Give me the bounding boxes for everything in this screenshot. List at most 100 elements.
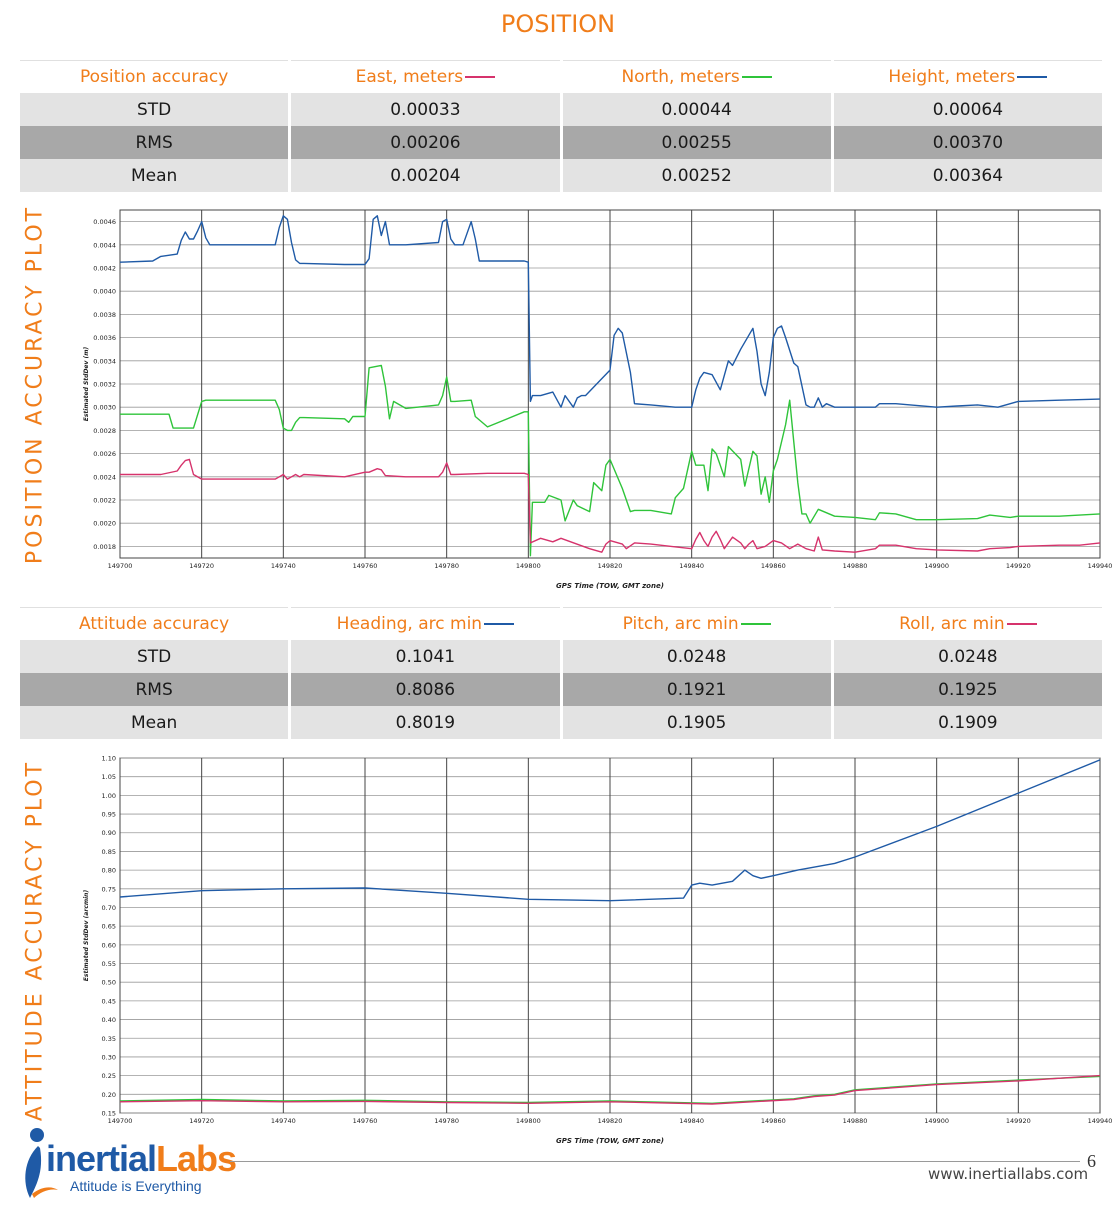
x-tick-label: 149760 xyxy=(353,562,378,570)
y-tick-label: 0.0032 xyxy=(93,381,116,389)
table-cell: 0.00206 xyxy=(291,126,560,159)
roll-legend-swatch xyxy=(1006,623,1037,625)
y-tick-label: 0.85 xyxy=(102,848,116,856)
table-row: RMS 0.8086 0.1921 0.1925 xyxy=(20,673,1102,706)
header-cell: Pitch, arc min xyxy=(562,607,831,640)
y-tick-label: 0.0036 xyxy=(93,334,116,342)
row-label: RMS xyxy=(20,126,289,159)
table-cell: 0.0248 xyxy=(833,640,1102,673)
y-tick-label: 0.0022 xyxy=(93,497,116,505)
header-cell: Heading, arc min xyxy=(291,607,560,640)
attitude-accuracy-table: Attitude accuracy Heading, arc min Pitch… xyxy=(17,607,1105,739)
logo-swoosh-icon xyxy=(25,1146,58,1198)
y-tick-label: 0.0024 xyxy=(93,473,116,481)
table-cell: 0.00255 xyxy=(562,126,831,159)
east-series-line xyxy=(120,458,1101,553)
x-tick-label: 149700 xyxy=(108,562,133,570)
row-label: Mean xyxy=(20,159,289,192)
table-row: STD 0.1041 0.0248 0.0248 xyxy=(20,640,1102,673)
x-axis-label: GPS Time (TOW, GMT zone) xyxy=(556,582,664,590)
y-tick-label: 0.0044 xyxy=(93,241,116,249)
y-tick-label: 0.40 xyxy=(102,1016,116,1024)
position-plot-label: POSITION ACCURACY PLOT xyxy=(22,204,48,565)
header-cell: North, meters xyxy=(562,60,831,93)
x-tick-label: 149940 xyxy=(1088,1117,1113,1125)
table-cell: 0.00033 xyxy=(291,93,560,126)
table-cell: 0.00370 xyxy=(833,126,1102,159)
x-axis-label: GPS Time (TOW, GMT zone) xyxy=(556,1137,664,1145)
table-row: Mean 0.00204 0.00252 0.00364 xyxy=(20,159,1102,192)
y-tick-label: 0.0042 xyxy=(93,265,116,273)
table-cell: 0.1905 xyxy=(562,706,831,739)
heading-series-line xyxy=(119,759,1101,902)
row-label: STD xyxy=(20,93,289,126)
x-tick-label: 149880 xyxy=(843,1117,868,1125)
x-tick-label: 149880 xyxy=(843,562,868,570)
x-tick-label: 149840 xyxy=(679,1117,704,1125)
y-tick-label: 0.50 xyxy=(102,979,116,987)
row-label: STD xyxy=(20,640,289,673)
x-tick-label: 149720 xyxy=(189,1117,214,1125)
table-cell: 0.1921 xyxy=(562,673,831,706)
x-tick-label: 149800 xyxy=(516,1117,541,1125)
header-cell: Roll, arc min xyxy=(833,607,1102,640)
y-axis-label: Estimated StdDev (arcmin) xyxy=(83,890,90,982)
y-tick-label: 0.0034 xyxy=(93,357,116,365)
y-tick-label: 1.05 xyxy=(102,773,116,781)
page-title: POSITION xyxy=(500,10,616,38)
table-cell: 0.00204 xyxy=(291,159,560,192)
x-tick-label: 149780 xyxy=(434,1117,459,1125)
y-tick-label: 0.75 xyxy=(102,885,116,893)
y-tick-label: 0.0026 xyxy=(93,450,116,458)
y-tick-label: 0.80 xyxy=(102,867,116,875)
x-tick-label: 149720 xyxy=(189,562,214,570)
north-legend-swatch xyxy=(741,76,772,78)
x-tick-label: 149920 xyxy=(1006,562,1031,570)
y-tick-label: 0.20 xyxy=(102,1091,116,1099)
y-tick-label: 0.90 xyxy=(102,829,116,837)
y-tick-label: 0.25 xyxy=(102,1072,116,1080)
x-tick-label: 149800 xyxy=(516,562,541,570)
y-tick-label: 0.0040 xyxy=(93,288,116,296)
x-tick-label: 149820 xyxy=(598,1117,623,1125)
table-cell: 0.0248 xyxy=(562,640,831,673)
table-cell: 0.1909 xyxy=(833,706,1102,739)
table-cell: 0.8086 xyxy=(291,673,560,706)
row-label: Mean xyxy=(20,706,289,739)
website-link[interactable]: www.inertiallabs.com xyxy=(928,1165,1089,1183)
position-accuracy-chart: 0.0018 0.0020 0.0022 0.0024 0.0026 0.0028 0.00… xyxy=(83,209,1113,590)
position-accuracy-table: Position accuracy East, meters North, me… xyxy=(17,60,1105,192)
y-tick-label: 0.0030 xyxy=(93,404,116,412)
page-number: 6 xyxy=(1087,1151,1096,1171)
x-tick-label: 149940 xyxy=(1088,562,1113,570)
y-tick-label: 0.30 xyxy=(102,1053,116,1061)
x-tick-label: 149700 xyxy=(108,1117,133,1125)
header-cell: East, meters xyxy=(291,60,560,93)
inertial-labs-logo: inertialLabs Attitude is Everything xyxy=(18,1128,237,1204)
table-cell: 0.00364 xyxy=(833,159,1102,192)
header-cell: Attitude accuracy xyxy=(20,607,289,640)
x-tick-label: 149860 xyxy=(761,1117,786,1125)
y-axis-label: Estimated StdDev (m) xyxy=(83,347,90,422)
y-tick-label: 0.95 xyxy=(102,811,116,819)
y-tick-label: 0.65 xyxy=(102,923,116,931)
east-legend-swatch xyxy=(465,76,496,78)
table-cell: 0.00064 xyxy=(833,93,1102,126)
x-tick-label: 149920 xyxy=(1006,1117,1031,1125)
y-tick-label: 0.70 xyxy=(102,904,116,912)
roll-series-line xyxy=(119,1074,1101,1105)
table-cell: 0.1041 xyxy=(291,640,560,673)
header-cell: Position accuracy xyxy=(20,60,289,93)
attitude-accuracy-chart: 0.15 0.20 0.25 0.30 0.35 0.40 0.45 0.50 0.55 0.60… xyxy=(83,755,1113,1146)
table-cell: 0.00044 xyxy=(562,93,831,126)
y-tick-label: 0.0020 xyxy=(93,520,116,528)
table-row: STD 0.00033 0.00044 0.00064 xyxy=(20,93,1102,126)
y-tick-label: 0.0028 xyxy=(93,427,116,435)
table-cell: 0.8019 xyxy=(291,706,560,739)
y-tick-label: 0.60 xyxy=(102,941,116,949)
y-tick-label: 0.55 xyxy=(102,960,116,968)
table-cell: 0.1925 xyxy=(833,673,1102,706)
attitude-plot-label: ATTITUDE ACCURACY PLOT xyxy=(22,759,48,1122)
pitch-legend-swatch xyxy=(740,623,771,625)
x-tick-label: 149740 xyxy=(271,562,296,570)
